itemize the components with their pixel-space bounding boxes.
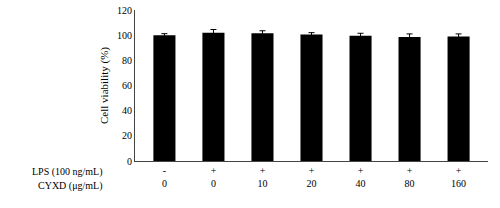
svg-text:CYXD (μg/mL): CYXD (μg/mL)	[38, 180, 103, 192]
svg-text:LPS (100 ng/mL): LPS (100 ng/mL)	[32, 166, 103, 178]
svg-text:0: 0	[127, 156, 132, 167]
svg-text:60: 60	[122, 80, 132, 91]
svg-text:100: 100	[117, 30, 132, 41]
svg-text:+80: +80	[405, 165, 415, 189]
svg-text:+0: +0	[211, 165, 217, 189]
svg-text:Cell viability (%): Cell viability (%)	[98, 47, 111, 124]
svg-text:40: 40	[122, 105, 132, 116]
svg-text:+10: +10	[257, 165, 267, 189]
svg-text:+40: +40	[356, 165, 366, 189]
svg-text:+160: +160	[451, 165, 466, 189]
svg-text:120: 120	[117, 5, 132, 16]
svg-text:20: 20	[122, 130, 132, 141]
svg-text:80: 80	[122, 55, 132, 66]
svg-text:-0: -0	[162, 165, 167, 189]
svg-text:+20: +20	[307, 165, 317, 189]
